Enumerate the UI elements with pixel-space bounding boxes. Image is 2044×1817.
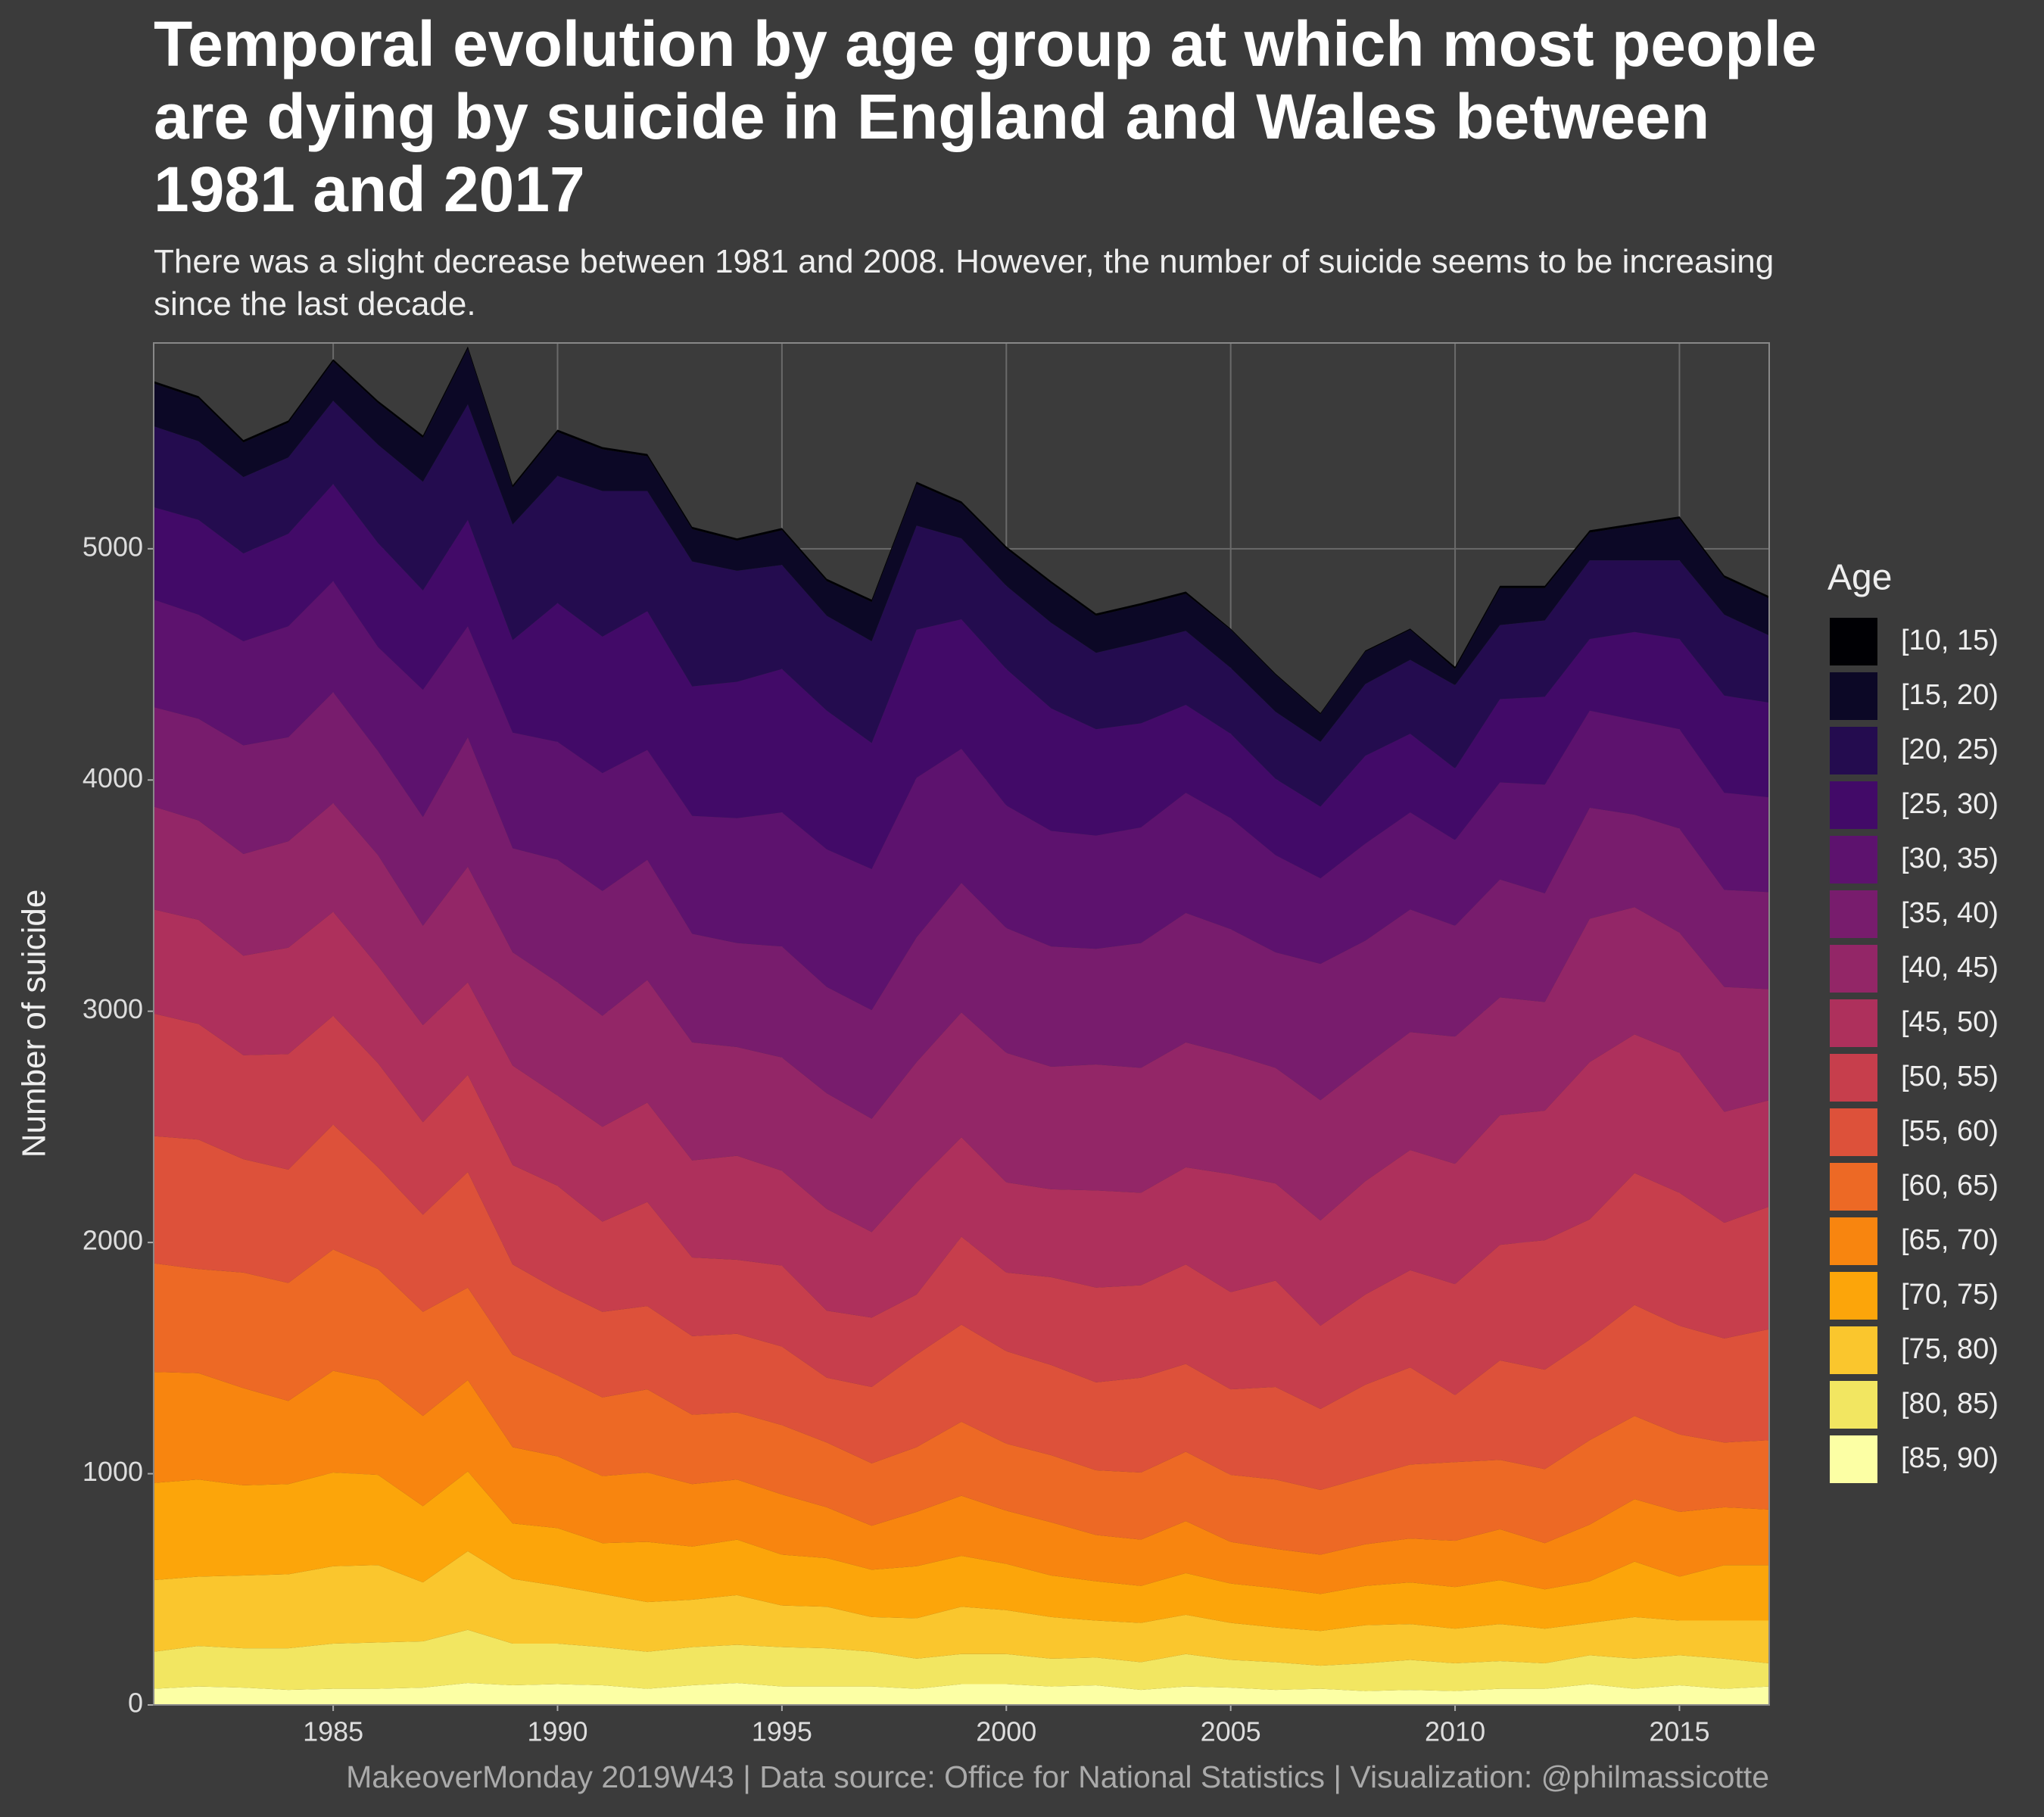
x-tick-label: 1985 xyxy=(303,1716,363,1747)
legend-label: [50, 55) xyxy=(1901,1061,1999,1092)
area xyxy=(154,484,1769,879)
legend-label: [70, 75) xyxy=(1901,1279,1999,1311)
area xyxy=(154,1682,1769,1705)
area xyxy=(154,348,1769,742)
y-tick-label: 1000 xyxy=(83,1456,143,1487)
legend-label: [55, 60) xyxy=(1901,1115,1999,1147)
legend-key xyxy=(1828,1270,1879,1321)
x-tick-label: 2005 xyxy=(1201,1716,1261,1747)
legend-key xyxy=(1828,1107,1879,1158)
y-tick-label: 5000 xyxy=(83,531,143,562)
legend-key xyxy=(1828,1216,1879,1267)
legend-label: [80, 85) xyxy=(1901,1388,1999,1420)
area xyxy=(154,909,1769,1326)
area xyxy=(154,1249,1769,1555)
caption: MakeoverMonday 2019W43 | Data source: Of… xyxy=(346,1759,1769,1794)
legend-label: [25, 30) xyxy=(1901,788,1999,820)
area xyxy=(154,400,1769,807)
legend-label: [45, 50) xyxy=(1901,1006,1999,1038)
legend-key xyxy=(1828,1052,1879,1103)
legend-label: [15, 20) xyxy=(1901,679,1999,711)
legend-key xyxy=(1828,998,1879,1049)
x-tick-label: 2000 xyxy=(976,1716,1036,1747)
x-tick-label: 2010 xyxy=(1425,1716,1485,1747)
area xyxy=(154,1629,1769,1691)
x-tick-label: 1995 xyxy=(752,1716,812,1747)
legend-key xyxy=(1828,1325,1879,1376)
area xyxy=(154,1013,1769,1410)
area xyxy=(154,1124,1769,1490)
y-tick-label: 2000 xyxy=(83,1225,143,1256)
plot-border xyxy=(153,342,1770,1706)
legend-label: [75, 80) xyxy=(1901,1333,1999,1365)
chart-subtitle: There was a slight decrease between 1981… xyxy=(154,243,1774,323)
x-tick-label: 1990 xyxy=(527,1716,587,1747)
legend-label: [85, 90) xyxy=(1901,1442,1999,1474)
legend-key xyxy=(1828,1379,1879,1430)
area xyxy=(154,1370,1769,1594)
legend-label: [35, 40) xyxy=(1901,897,1999,929)
area xyxy=(154,581,1769,1011)
area xyxy=(154,1551,1769,1666)
y-tick-label: 0 xyxy=(128,1688,143,1719)
area xyxy=(154,692,1769,1119)
legend-label: [40, 45) xyxy=(1901,952,1999,983)
y-tick-label: 4000 xyxy=(83,762,143,793)
legend-key xyxy=(1828,671,1879,722)
chart-title: Temporal evolution by age group at which… xyxy=(154,8,1817,225)
legend-key xyxy=(1828,834,1879,885)
legend-label: [65, 70) xyxy=(1901,1224,1999,1256)
legend-key xyxy=(1828,616,1879,667)
legend-key xyxy=(1828,1434,1879,1485)
legend-key xyxy=(1828,725,1879,776)
legend-label: [20, 25) xyxy=(1901,734,1999,765)
legend-label: [30, 35) xyxy=(1901,843,1999,874)
legend-label: [60, 65) xyxy=(1901,1170,1999,1201)
area xyxy=(154,803,1769,1233)
legend-key xyxy=(1828,943,1879,994)
y-axis-label: Number of suicide xyxy=(16,890,53,1158)
legend-key xyxy=(1828,889,1879,940)
area xyxy=(154,1471,1769,1632)
x-tick-label: 2015 xyxy=(1649,1716,1709,1747)
legend-key xyxy=(1828,1161,1879,1212)
legend-key xyxy=(1828,780,1879,831)
y-tick-label: 3000 xyxy=(83,993,143,1024)
legend-label: [10, 15) xyxy=(1901,625,1999,656)
legend-title: Age xyxy=(1827,558,1892,598)
